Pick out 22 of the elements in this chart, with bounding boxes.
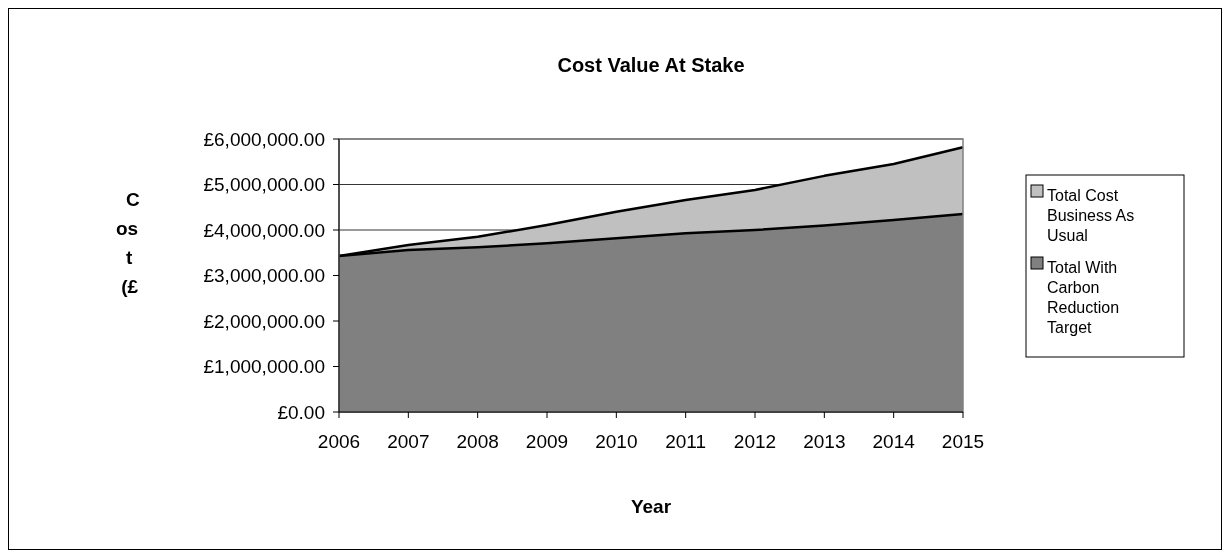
y-tick-label: £4,000,000.00 <box>203 219 325 241</box>
y-tick-label: £6,000,000.00 <box>203 128 325 150</box>
y-tick-label: £1,000,000.00 <box>203 356 325 378</box>
x-tick-label: 2014 <box>872 431 916 452</box>
x-tick-label: 2007 <box>387 431 430 452</box>
x-tick-label: 2009 <box>525 431 569 452</box>
x-tick-label: 2010 <box>595 431 638 452</box>
y-tick-label: £5,000,000.00 <box>203 174 325 196</box>
x-tick-label: 2015 <box>941 431 985 452</box>
x-tick-label: 2013 <box>803 431 846 452</box>
legend-label: Total Cost Business As Usual <box>1047 186 1135 244</box>
x-axis-title: Year <box>630 496 672 517</box>
y-axis-title: Cost (£ <box>116 189 140 297</box>
chart-title: Cost Value At Stake <box>557 54 745 76</box>
y-tick-label: £0.00 <box>277 401 325 423</box>
x-tick-label: 2012 <box>733 431 777 452</box>
y-tick-label: £3,000,000.00 <box>203 265 325 287</box>
x-tick-label: 2011 <box>665 431 707 452</box>
x-tick-label: 2008 <box>456 431 499 452</box>
x-tick-label: 2006 <box>317 431 361 452</box>
y-tick-label: £2,000,000.00 <box>203 310 325 332</box>
legend-label: Total With Carbon Reduction Target <box>1047 258 1120 336</box>
